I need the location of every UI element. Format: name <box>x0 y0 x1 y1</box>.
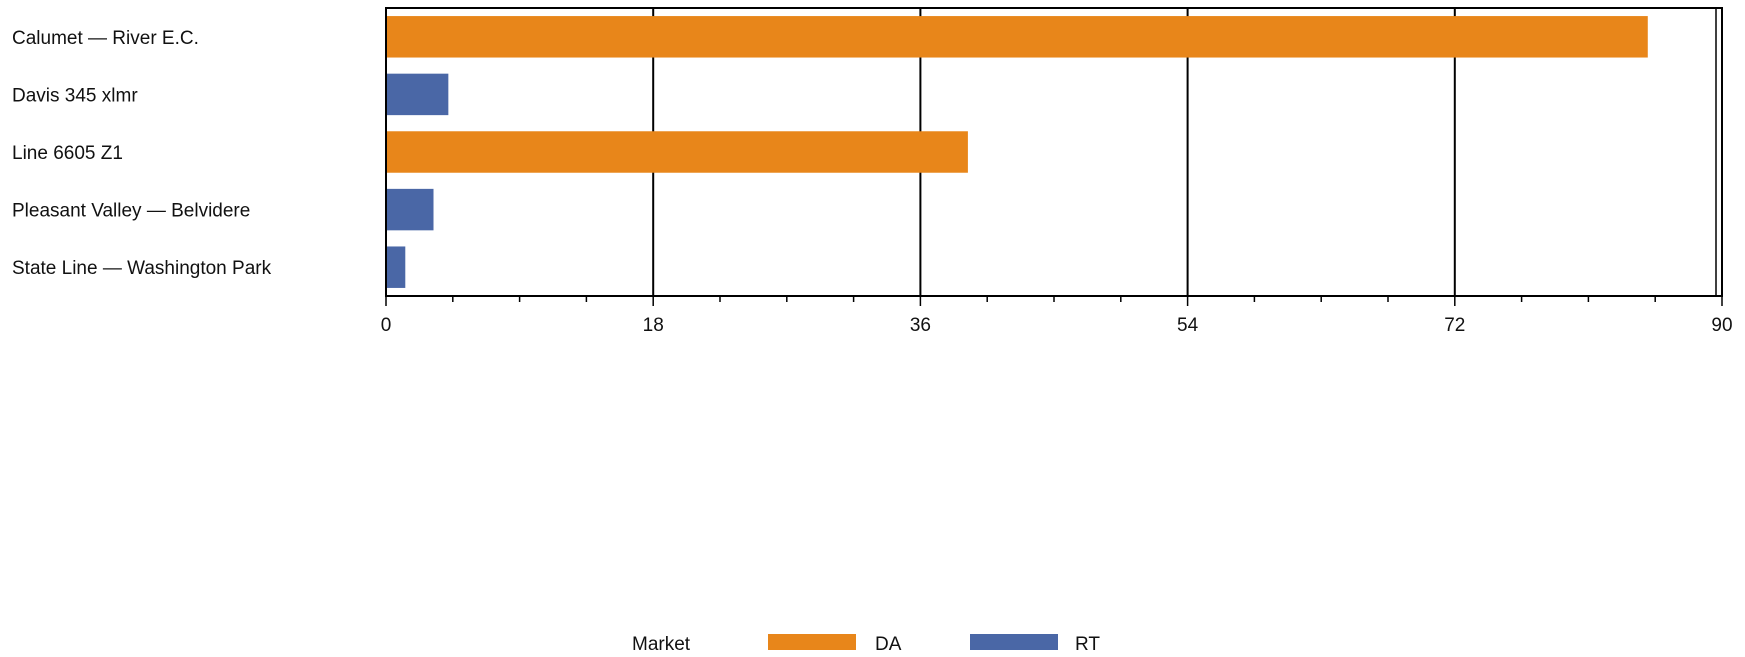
bar-rt <box>386 73 449 116</box>
category-label: State Line — Washington Park <box>12 258 272 279</box>
bar-rt <box>386 188 434 231</box>
bar-da <box>386 131 968 173</box>
x-tick-label: 90 <box>1711 315 1732 336</box>
category-label: Line 6605 Z1 <box>12 143 123 164</box>
legend-title: Market <box>632 634 691 655</box>
bars <box>386 16 1648 288</box>
category-labels: Calumet — River E.C. Davis 345 xlmr Line 6… <box>12 28 272 279</box>
x-tick-label: 36 <box>910 315 931 336</box>
x-tick-labels: 0 18 36 54 72 90 <box>381 315 1733 336</box>
category-label: Davis 345 xlmr <box>12 85 138 106</box>
x-tick-label: 72 <box>1444 315 1465 336</box>
legend-label-da: DA <box>875 634 902 655</box>
legend-entries: DA RT <box>768 634 1100 655</box>
legend-swatch-da <box>768 634 856 650</box>
x-tick-label: 18 <box>643 315 664 336</box>
legend: Market DA RT <box>632 634 1100 655</box>
bar-rt <box>386 246 406 288</box>
bar-da <box>386 16 1648 58</box>
legend-swatch-rt <box>970 634 1058 650</box>
x-tick-label: 0 <box>381 315 392 336</box>
category-label: Pleasant Valley — Belvidere <box>12 201 250 222</box>
category-label: Calumet — River E.C. <box>12 28 199 49</box>
legend-label-rt: RT <box>1075 634 1100 655</box>
minor-ticks <box>385 296 1723 306</box>
x-tick-label: 54 <box>1177 315 1199 336</box>
